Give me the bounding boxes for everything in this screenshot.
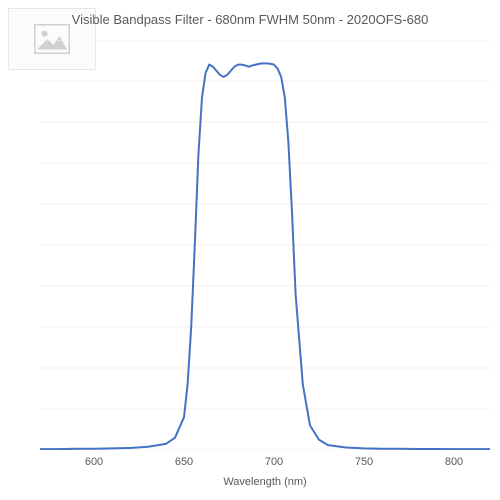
x-tick: 750 bbox=[355, 456, 373, 468]
transmission-series bbox=[40, 63, 490, 449]
x-axis-label: Wavelength (nm) bbox=[40, 476, 490, 488]
plot-area bbox=[40, 40, 490, 450]
x-tick: 600 bbox=[85, 456, 103, 468]
x-tick: 650 bbox=[175, 456, 193, 468]
x-tick: 800 bbox=[445, 456, 463, 468]
chart-title: Visible Bandpass Filter - 680nm FWHM 50n… bbox=[0, 12, 500, 27]
x-axis: 600 650 700 750 800 Wavelength (nm) bbox=[40, 452, 490, 500]
x-tick: 700 bbox=[265, 456, 283, 468]
chart-page: Visible Bandpass Filter - 680nm FWHM 50n… bbox=[0, 0, 500, 500]
